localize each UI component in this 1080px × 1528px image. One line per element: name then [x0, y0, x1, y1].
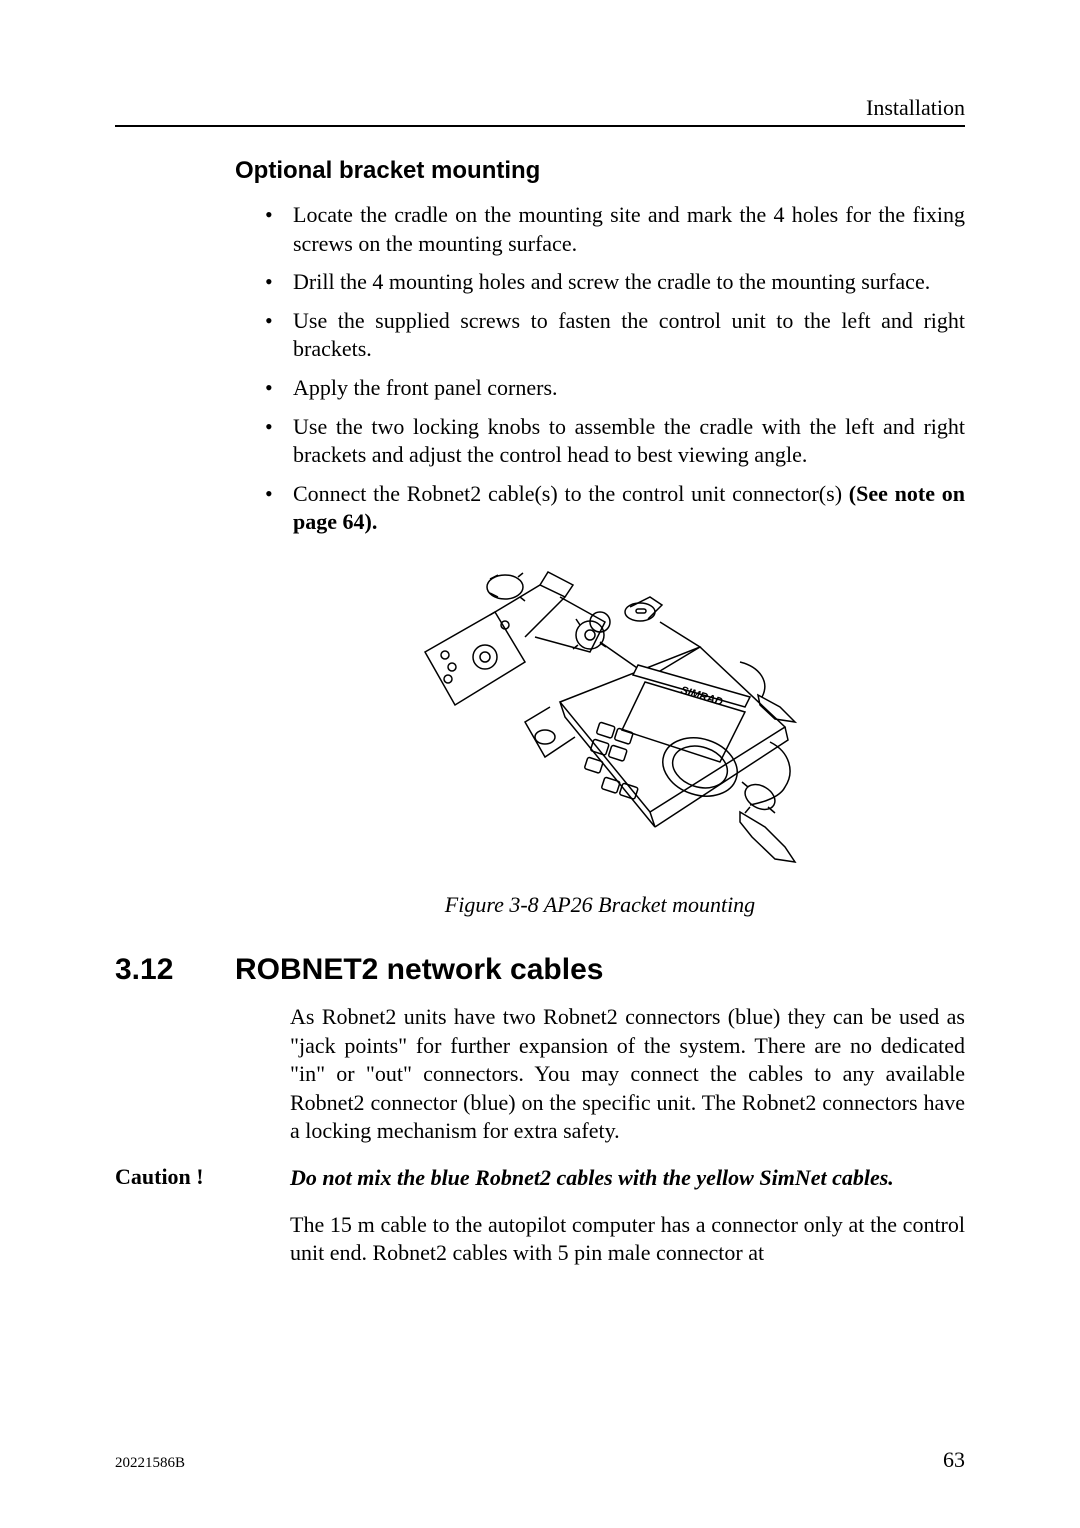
list-item-text: Connect the Robnet2 cable(s) to the cont… — [293, 481, 849, 506]
list-item: Apply the front panel corners. — [265, 374, 965, 403]
list-item: Use the two locking knobs to assemble th… — [265, 413, 965, 470]
footer-page-number: 63 — [943, 1447, 965, 1473]
list-item: Connect the Robnet2 cable(s) to the cont… — [265, 480, 965, 537]
figure-container: SIMRAD — [235, 547, 965, 882]
running-head: Installation — [866, 95, 965, 120]
footer-doc-id: 20221586B — [115, 1455, 185, 1472]
list-item-text: Use the supplied screws to fasten the co… — [293, 308, 965, 362]
list-item: Use the supplied screws to fasten the co… — [265, 307, 965, 364]
figure-caption: Figure 3-8 AP26 Bracket mounting — [235, 892, 965, 918]
section-title: ROBNET2 network cables — [235, 953, 603, 987]
list-item-text: Apply the front panel corners. — [293, 375, 558, 400]
list-item: Drill the 4 mounting holes and screw the… — [265, 268, 965, 297]
instruction-list: Locate the cradle on the mounting site a… — [265, 201, 965, 537]
list-item-text: Drill the 4 mounting holes and screw the… — [293, 269, 930, 294]
caution-text: Do not mix the blue Robnet2 cables with … — [290, 1164, 965, 1193]
body-paragraph: The 15 m cable to the autopilot computer… — [290, 1211, 965, 1268]
section-heading: 3.12 ROBNET2 network cables — [115, 953, 965, 987]
list-item-text: Use the two locking knobs to assemble th… — [293, 414, 965, 468]
section-number: 3.12 — [115, 953, 235, 987]
page-header: Installation — [115, 95, 965, 127]
bracket-mounting-illustration: SIMRAD — [390, 547, 810, 877]
subsection-title: Optional bracket mounting — [235, 157, 965, 185]
caution-block: Caution ! Do not mix the blue Robnet2 ca… — [115, 1164, 965, 1193]
body-paragraph: As Robnet2 units have two Robnet2 connec… — [290, 1003, 965, 1146]
page-footer: 20221586B 63 — [115, 1447, 965, 1473]
list-item: Locate the cradle on the mounting site a… — [265, 201, 965, 258]
caution-label: Caution ! — [115, 1164, 290, 1193]
list-item-text: Locate the cradle on the mounting site a… — [293, 202, 965, 256]
